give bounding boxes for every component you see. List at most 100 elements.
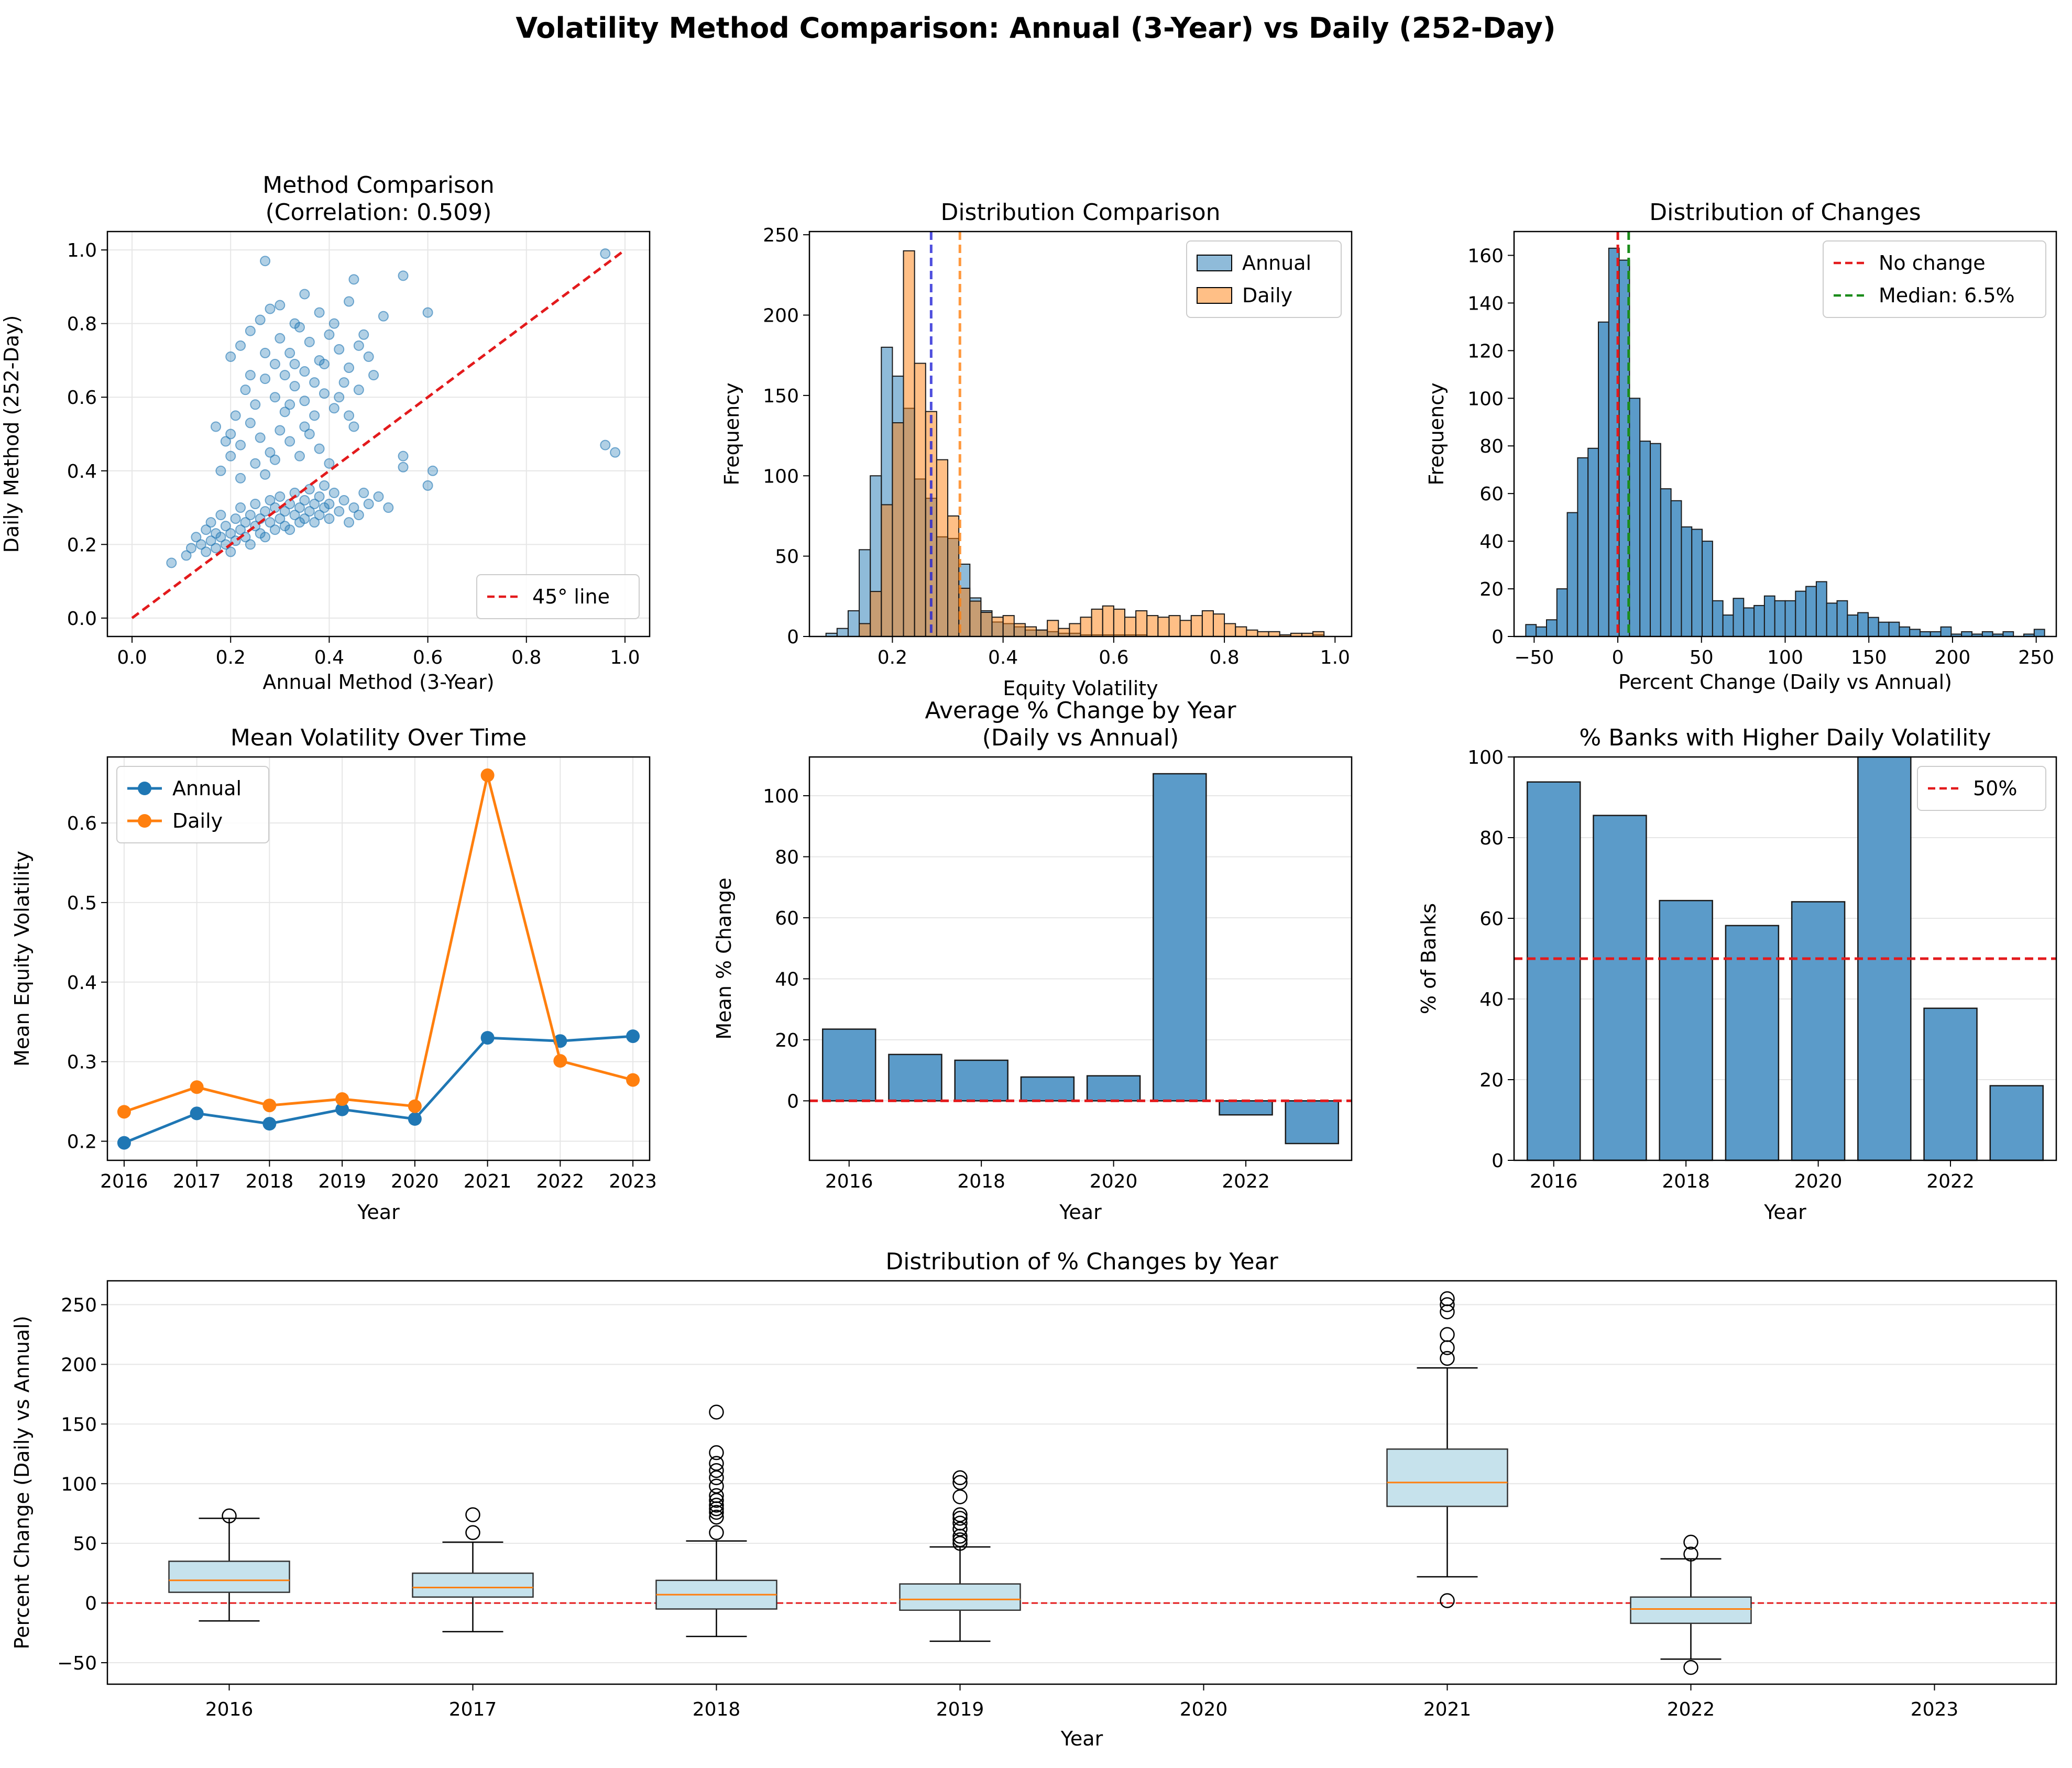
bar-2017 [1593, 815, 1647, 1161]
scatter-point [383, 502, 394, 513]
daily-hist-bar [1235, 626, 1247, 637]
x-tick-label-3: 200 [1935, 647, 1971, 668]
box-outlier [709, 1488, 724, 1503]
y-tick-label-5: 0 [787, 1091, 799, 1112]
box-outlier [709, 1505, 724, 1520]
daily-hist-bar [1069, 623, 1081, 638]
scatter-point [255, 314, 266, 325]
box-outlier [1440, 1291, 1455, 1306]
bar-2016 [821, 1028, 876, 1102]
y-tick-label-7: −50 [57, 1653, 97, 1674]
scatter-point [314, 510, 325, 521]
x-tick-label-7: 2023 [1911, 1699, 1959, 1720]
scatter-point [250, 458, 261, 469]
scatter-point [205, 517, 216, 528]
change-hist-bar [1899, 626, 1911, 638]
x-tick-label-1: 0.2 [216, 647, 246, 668]
axes-frame-2 [808, 230, 1353, 638]
scatter-point [314, 307, 325, 318]
scatter-point [304, 429, 315, 440]
change-hist-bar [1930, 631, 1942, 638]
legend-label-4: Annual [172, 777, 242, 800]
scatter-point [265, 517, 276, 528]
scatter-point [284, 347, 295, 358]
y-tick-label-2: 50 [775, 546, 799, 568]
scatter-point [275, 513, 286, 524]
scatter-point [328, 318, 339, 329]
bar-2017 [888, 1053, 942, 1102]
scatter-point [269, 392, 280, 403]
y-tick-label-5: 20 [775, 1030, 799, 1051]
legend-box-6 [1917, 766, 2046, 811]
change-hist-bar [1670, 500, 1682, 637]
box-outlier [709, 1492, 724, 1508]
scatter-point [265, 303, 276, 314]
annual-point [626, 1029, 640, 1044]
box-outlier [709, 1456, 724, 1471]
change-hist-bar [1566, 512, 1578, 637]
scatter-point [225, 528, 236, 539]
scatter-point [265, 495, 276, 506]
y-tick-label-4: 0.3 [67, 1052, 97, 1073]
scatter-point [368, 370, 379, 381]
x-tick-label-1: 0.6 [413, 647, 443, 668]
scatter-point [338, 495, 349, 506]
daily-hist-bar [1002, 615, 1015, 638]
y-tick-label-5: 60 [775, 908, 799, 929]
box-outlier [1683, 1546, 1698, 1562]
scatter-point [211, 543, 221, 554]
scatter-point [319, 358, 330, 369]
daily-point [553, 1054, 567, 1068]
y-tick-label-2: 250 [763, 225, 799, 246]
x-axis-label-3: Percent Change (Daily vs Annual) [1618, 671, 1952, 694]
scatter-point [299, 289, 310, 300]
bar-2020 [1791, 901, 1846, 1161]
box-outlier [952, 1475, 968, 1490]
scatter-point [275, 333, 286, 344]
scatter-point [245, 539, 256, 550]
scatter-point [260, 469, 271, 480]
scatter-point [309, 410, 320, 421]
scatter-point [353, 385, 364, 396]
axes-frame-5 [808, 756, 1353, 1161]
scatter-point [201, 546, 212, 557]
y-tick-label-3: 60 [1479, 484, 1504, 505]
x-tick-label-2: 0.2 [878, 647, 907, 668]
daily-hist-bar [1058, 628, 1070, 638]
scatter-point [225, 429, 236, 440]
box-outlier [1440, 1297, 1455, 1312]
change-hist-bar [1815, 581, 1827, 637]
annual-point [335, 1102, 349, 1116]
daily-hist-bar [1168, 615, 1181, 638]
box-2022 [1630, 1596, 1752, 1624]
box-outlier [465, 1507, 480, 1522]
scatter-point [600, 440, 611, 451]
bar-2023 [1285, 1100, 1340, 1145]
x-tick-label-6: 2016 [1530, 1171, 1578, 1192]
y-tick-label-3: 140 [1467, 293, 1504, 314]
scatter-point [304, 506, 315, 517]
scatter-point [284, 524, 295, 535]
box-outlier [709, 1404, 724, 1420]
y-axis-label-1: Daily Method (252-Day) [0, 315, 23, 553]
box-outlier [952, 1516, 968, 1531]
box-outlier [952, 1532, 968, 1547]
change-hist-bar [1857, 612, 1869, 638]
y-tick-label-7: 250 [61, 1295, 97, 1316]
scatter-point [328, 403, 339, 414]
daily-hist-bar [991, 617, 1004, 637]
daily-point [262, 1099, 277, 1113]
scatter-point [289, 318, 300, 329]
y-tick-label-1: 0.6 [67, 387, 97, 409]
scatter-point [309, 517, 320, 528]
bar-2018 [954, 1059, 1008, 1102]
legend-swatch [1197, 287, 1232, 304]
daily-hist-bar [892, 422, 904, 637]
daily-hist-bar [903, 250, 915, 637]
scatter-point [294, 502, 305, 513]
x-axis-label-1: Annual Method (3-Year) [262, 671, 494, 694]
box-outlier [952, 1489, 968, 1505]
y-tick-label-2: 200 [763, 305, 799, 327]
x-tick-label-7: 2018 [693, 1699, 741, 1720]
legend-label-3: No change [1879, 251, 1986, 274]
